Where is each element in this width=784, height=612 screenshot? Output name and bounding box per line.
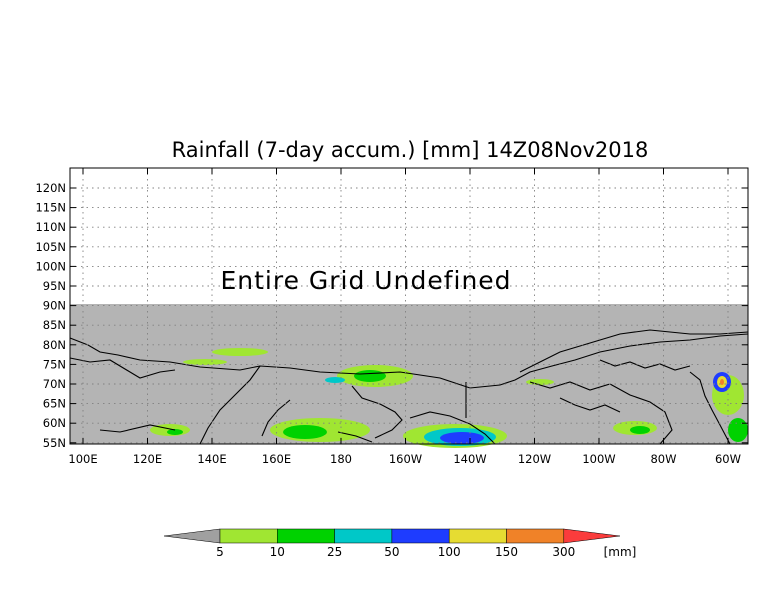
lat-label: 90N — [43, 299, 66, 313]
map-title: Rainfall (7-day accum.) [mm] 14Z08Nov201… — [172, 138, 649, 162]
legend-threshold-label: 150 — [495, 545, 518, 559]
legend-threshold-label: 25 — [327, 545, 342, 559]
lat-label: 55N — [43, 436, 66, 450]
lon-label: 100W — [582, 452, 615, 466]
lon-label: 160W — [389, 452, 422, 466]
lon-label: 120E — [133, 452, 162, 466]
lat-label: 100N — [35, 259, 66, 273]
legend-arrow-high — [563, 528, 621, 544]
canadian-archipelago-north — [519, 329, 749, 373]
axis-ticks — [70, 168, 748, 444]
rain-patch — [728, 418, 748, 442]
alaska-coast — [409, 411, 496, 445]
siberia-south-coast — [99, 424, 176, 433]
legend-swatch — [506, 528, 565, 544]
lat-label: 65N — [43, 397, 66, 411]
lat-label: 120N — [35, 181, 66, 195]
rain-patch — [526, 379, 554, 385]
hudson-bay-inner — [559, 397, 621, 413]
lon-label: 100E — [68, 452, 97, 466]
okhotsk-coast — [261, 399, 291, 437]
rain-patch — [440, 432, 484, 444]
legend-threshold-label: 5 — [216, 545, 224, 559]
lat-label: 95N — [43, 279, 66, 293]
undefined-region-white — [70, 168, 748, 304]
lat-label: 60N — [43, 416, 66, 430]
map-plot-area: Entire Grid Undefined — [69, 167, 749, 448]
labrador-coast — [689, 371, 731, 445]
lon-label: 160E — [262, 452, 291, 466]
lat-label: 75N — [43, 357, 66, 371]
legend-swatch — [391, 528, 450, 544]
legend-threshold-label: 50 — [384, 545, 399, 559]
taymyr-coast — [69, 357, 176, 379]
legend-swatch — [448, 528, 507, 544]
rain-patch — [354, 370, 386, 382]
gridlines — [70, 168, 748, 444]
rainfall-patches — [150, 348, 748, 448]
color-legend: 5 10 25 50 100 150 300 [mm] — [163, 528, 637, 559]
longitude-labels: 100E 120E 140E 160E 180 160W 140W 120W 100W 80W 60… — [68, 452, 741, 466]
lon-label: 120W — [518, 452, 551, 466]
legend-arrow-low — [163, 528, 221, 544]
lon-label: 140W — [453, 452, 486, 466]
undefined-grid-notice: Entire Grid Undefined — [220, 266, 511, 295]
lat-label: 80N — [43, 338, 66, 352]
legend-threshold-label: 100 — [438, 545, 461, 559]
legend-threshold-label: 300 — [552, 545, 575, 559]
arctic-coastline — [69, 333, 749, 389]
legend-threshold-label: 10 — [270, 545, 285, 559]
hudson-coast — [529, 381, 673, 445]
chukotka-coast — [351, 385, 403, 439]
lon-label: 60W — [715, 452, 741, 466]
latitude-labels: 120N 115N 110N 105N 100N 95N 90N 85N 80N 75N 70N 65… — [35, 181, 66, 450]
rain-patch — [283, 425, 327, 439]
rain-patch — [183, 359, 227, 365]
legend-swatch — [219, 528, 278, 544]
rain-patch — [325, 377, 345, 383]
coastlines — [69, 329, 749, 445]
rain-patch — [167, 429, 183, 435]
lat-label: 70N — [43, 377, 66, 391]
lon-label: 180 — [330, 452, 352, 466]
lat-label: 105N — [35, 240, 66, 254]
rain-patch — [630, 426, 650, 434]
rain-patch — [212, 348, 268, 356]
lon-label: 140E — [197, 452, 226, 466]
baffin-coast — [599, 359, 691, 371]
lat-label: 115N — [35, 201, 66, 215]
legend-swatch — [277, 528, 335, 544]
rain-patch — [720, 379, 724, 385]
lon-label: 80W — [650, 452, 676, 466]
lat-label: 85N — [43, 318, 66, 332]
kamchatka-coast — [199, 365, 261, 445]
aleutian-coast — [337, 431, 373, 443]
lat-label: 110N — [35, 220, 66, 234]
legend-unit-label: [mm] — [604, 545, 637, 559]
legend-swatch — [334, 528, 393, 544]
